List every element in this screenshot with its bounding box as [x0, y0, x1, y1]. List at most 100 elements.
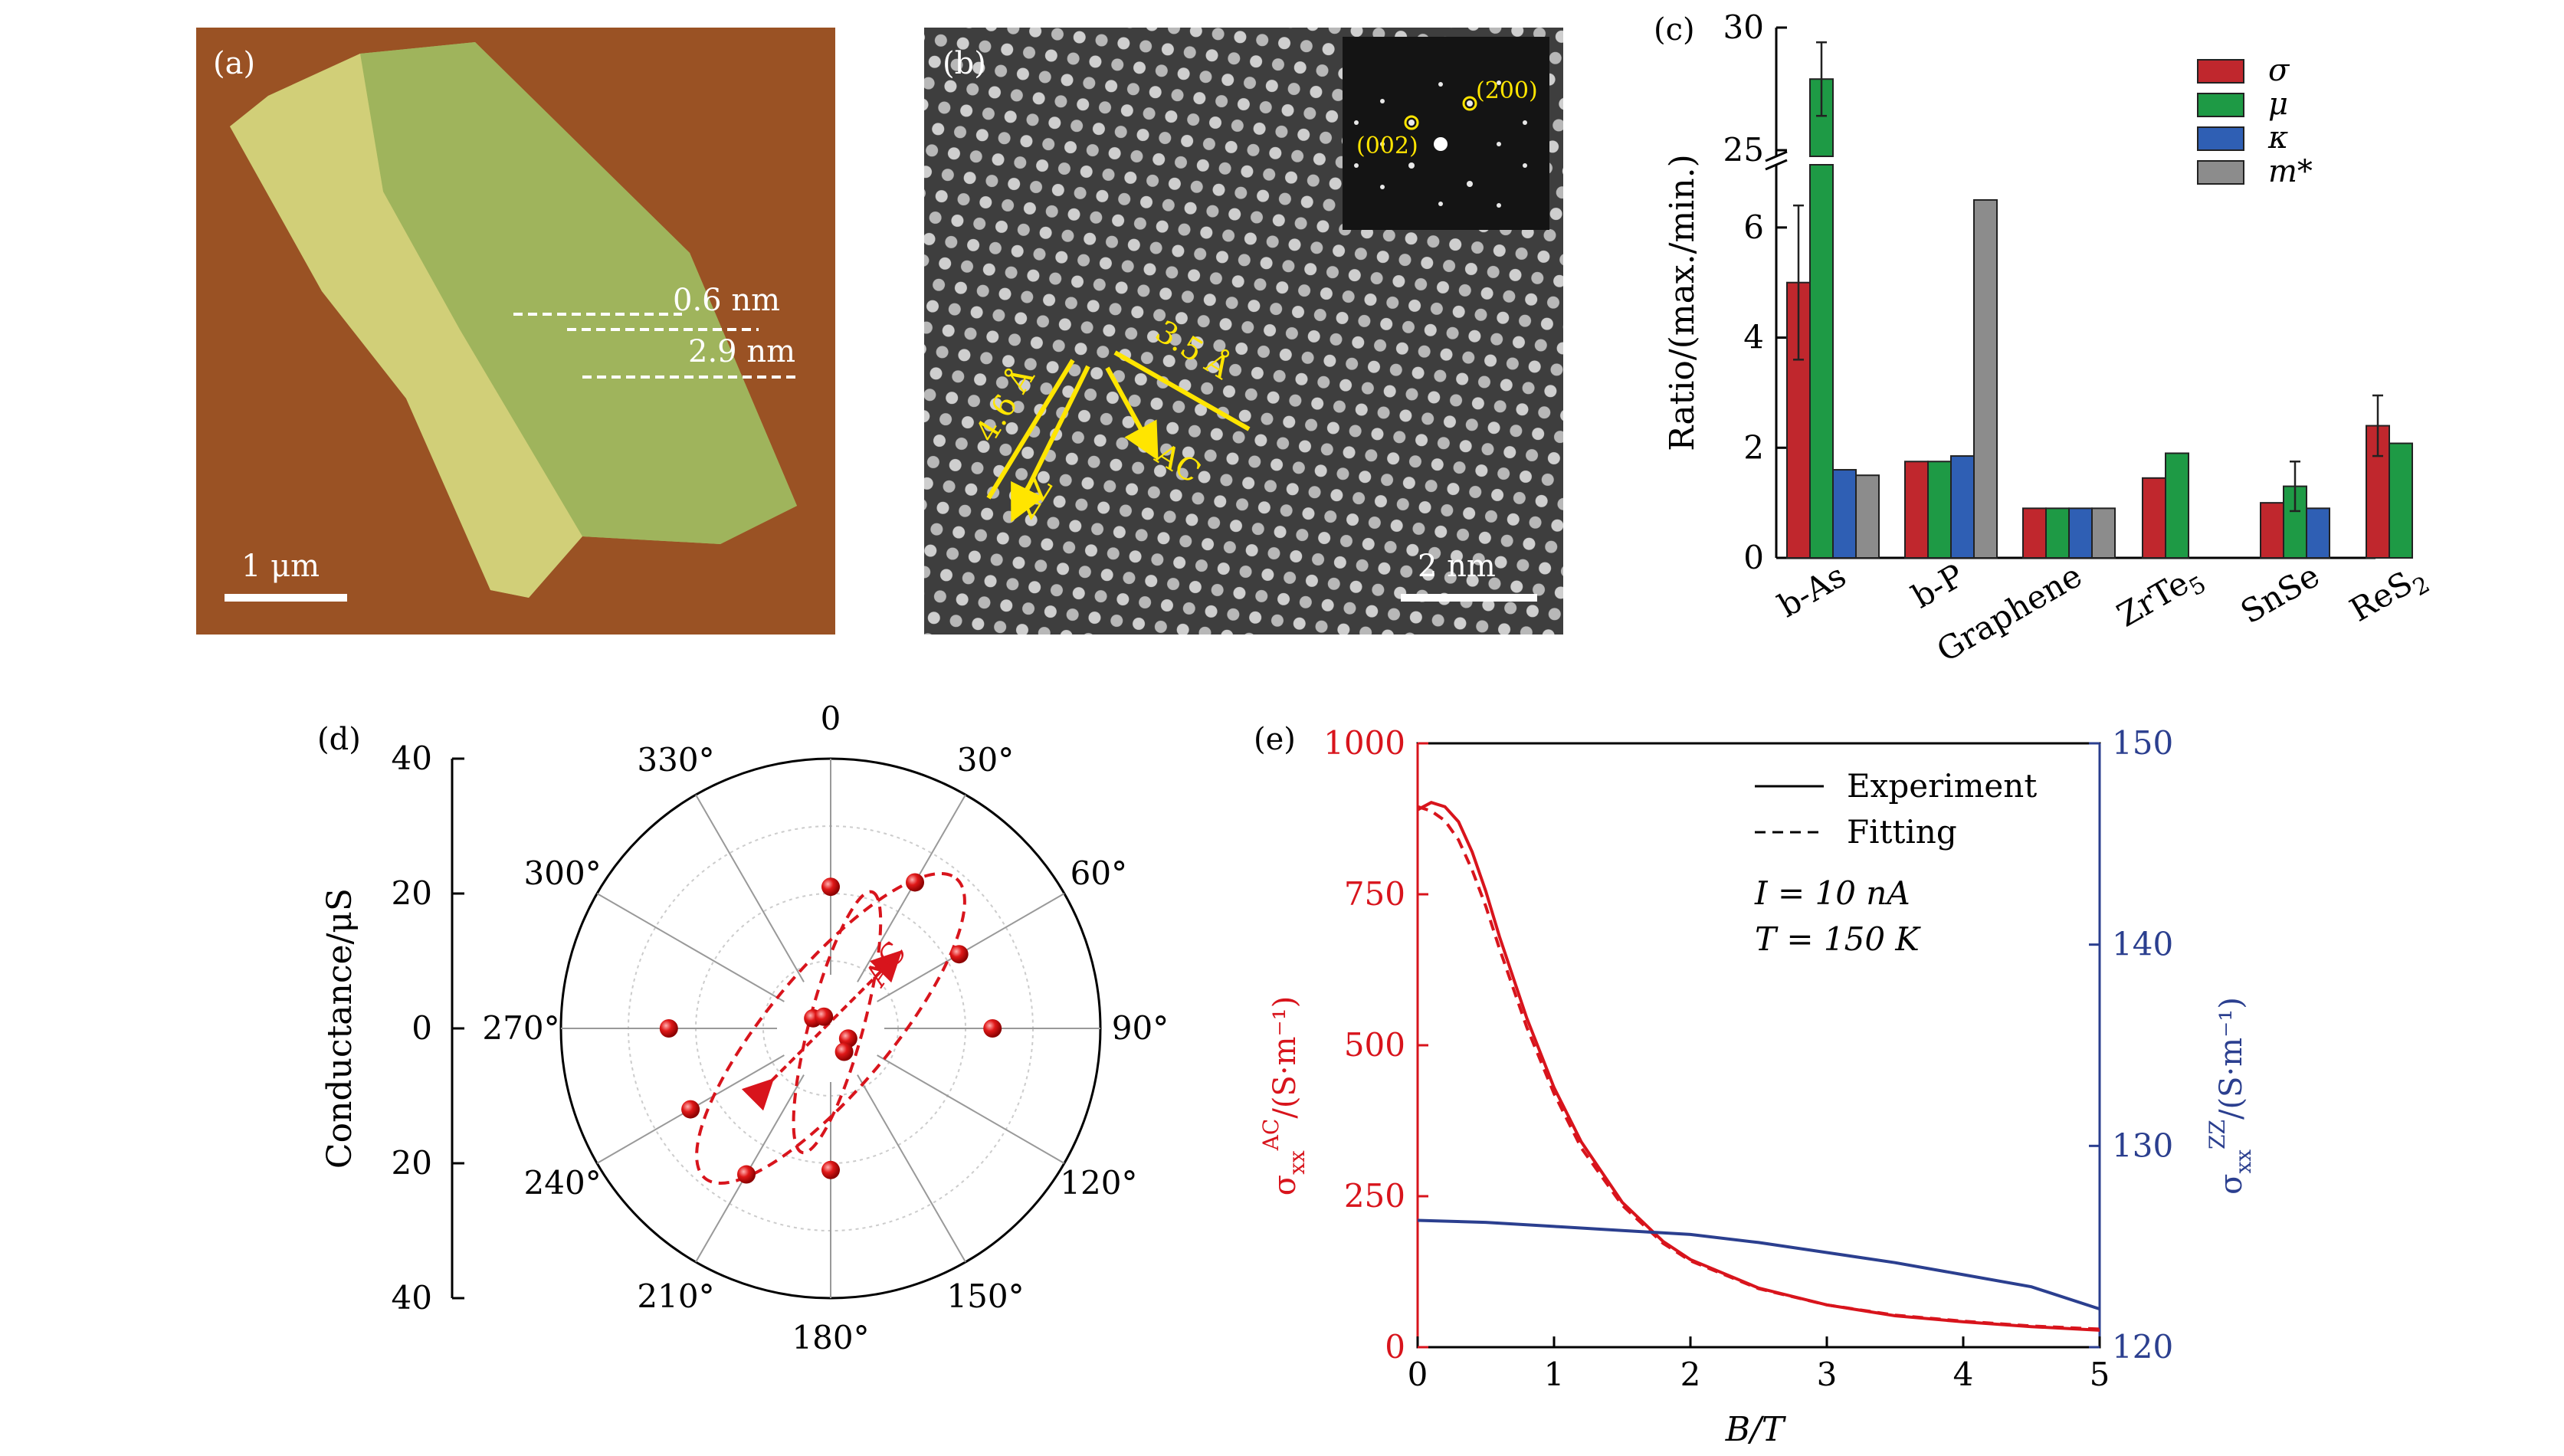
chart-d-ylabel: Conductance/μS [320, 888, 359, 1169]
saed-marker-200 [1462, 96, 1477, 111]
legend-label: μ [2268, 87, 2288, 122]
legend-swatch [2197, 126, 2244, 151]
x-tick-subscript: 2 [2408, 571, 2434, 602]
x-tick-label: ZrTe5 [2110, 556, 2211, 639]
polar-angle-label: 270° [482, 1009, 559, 1047]
x-tick-label: b-P [1905, 556, 1970, 615]
legend-fitting-label: Fitting [1847, 813, 1957, 851]
x-tick-label: 5 [2090, 1356, 2110, 1393]
bar [1904, 461, 1929, 559]
y-left-tick-label: 750 [1344, 875, 1405, 913]
y-tick-label: 4 [1743, 319, 1764, 356]
data-point [906, 873, 924, 892]
y-tick-label: 0 [411, 1009, 432, 1047]
panel-b: (002) (200) 4.6 Å 3.5 Å ZZ AC (b) 2 nm [924, 28, 1563, 635]
polar-angle-label: 240° [524, 1164, 602, 1202]
y-tick-label: 20 [392, 1144, 432, 1182]
polar-spoke [596, 893, 785, 1002]
polar-angle-label: 30° [957, 741, 1014, 779]
data-point [949, 945, 969, 964]
x-tick-label: ReS2 [2343, 556, 2434, 635]
x-tick-label: SnSe [2234, 556, 2326, 631]
afm-scale-bar [225, 594, 347, 602]
bar [2068, 507, 2093, 559]
y-right-tick-label: 120 [2112, 1328, 2173, 1366]
saed-label-200: (200) [1476, 77, 1538, 104]
y-tick-label: 2 [1743, 428, 1764, 466]
saed-marker-002 [1404, 115, 1419, 130]
data-point [815, 1007, 834, 1026]
chart-e-axes: 0 1 2 3 4 5 0 250 500 750 1000 120 130 140 150 [1323, 724, 2173, 1393]
fit-lobe [792, 890, 883, 1155]
legend-swatch [2197, 93, 2244, 117]
tem-scale-label: 2 nm [1418, 549, 1496, 584]
data-point [737, 1165, 756, 1184]
bar [2165, 452, 2189, 559]
polar-spoke [857, 1074, 966, 1263]
legend-label: σ [2268, 53, 2290, 88]
x-tick-label: 0 [1408, 1356, 1428, 1393]
data-point [834, 1042, 854, 1061]
polar-spoke [877, 893, 1065, 1002]
bar [1950, 455, 1975, 559]
data-point [821, 877, 840, 897]
y-left-tick-label: 1000 [1323, 724, 1405, 762]
y-right-tick-label: 150 [2112, 724, 2173, 762]
y-right-tick-label: 130 [2112, 1126, 2173, 1164]
polar-angle-label: 180° [792, 1319, 869, 1356]
x-tick-label: b-As [1772, 556, 1852, 625]
polar-spoke [695, 794, 805, 982]
panel-a-label: (a) [213, 46, 255, 81]
bar [1973, 198, 1998, 559]
polar-angle-label: 90° [1112, 1009, 1169, 1047]
chart-e-ylabel-right: σxxZZ/(S·m⁻¹) [2205, 997, 2256, 1195]
x-tick-subscript: 5 [2185, 571, 2211, 602]
saed-spots [1354, 80, 1527, 208]
panel-e-label: (e) [1254, 722, 1296, 757]
afm-scale-label: 1 μm [241, 549, 320, 584]
y-tick-label: 0 [1743, 539, 1764, 576]
axis-break-mark [1765, 150, 1788, 162]
polar-angle-label: 60° [1071, 854, 1127, 892]
zz-experiment-curve [1417, 1218, 2100, 1311]
afm-step-bottom: 2.9 nm [688, 334, 795, 369]
data-point [983, 1019, 1002, 1038]
chart-e-lines [1417, 801, 2100, 1332]
legend-swatch [2197, 59, 2244, 84]
chart-e-xlabel: B/T [1725, 1410, 1787, 1449]
y-tick-label: 20 [392, 874, 432, 912]
note-temperature: T = 150 K [1755, 920, 1921, 958]
bar [2045, 507, 2070, 559]
polar-spoke [877, 1054, 1065, 1164]
polar-angle-label: 300° [524, 854, 602, 892]
data-point [681, 1100, 700, 1119]
bar [2091, 507, 2116, 559]
chart-d-points [659, 873, 1002, 1184]
y-left-tick-label: 500 [1344, 1026, 1405, 1064]
chart-c-ylabel: Ratio/(max./min.) [1663, 154, 1702, 451]
bar [1832, 469, 1857, 559]
x-tick-label: 2 [1680, 1356, 1701, 1393]
panel-b-label: (b) [943, 46, 986, 81]
chart-e-ylabel-left: σxxAC/(S·m⁻¹) [1258, 996, 1310, 1195]
polar-angle-label: 210° [637, 1277, 714, 1315]
y-left-tick-label: 0 [1385, 1328, 1405, 1366]
polar-angle-label: 150° [946, 1277, 1024, 1315]
note-current: I = 10 nA [1754, 874, 1910, 912]
afm-step-top: 0.6 nm [673, 283, 780, 318]
plot-frame [1416, 742, 2101, 1349]
legend-label: m* [2268, 154, 2313, 189]
axis-break-mark [1765, 159, 1788, 171]
tem-scale-bar [1401, 594, 1537, 602]
bar [2260, 502, 2284, 559]
afm-flake-thick [360, 42, 797, 544]
x-tick-label: 1 [1544, 1356, 1565, 1393]
bar [1927, 461, 1952, 559]
legend-swatch [2197, 160, 2244, 185]
legend-label: κ [2267, 120, 2288, 156]
lattice-annotations [986, 350, 1251, 523]
afm-flake-top [230, 54, 582, 598]
